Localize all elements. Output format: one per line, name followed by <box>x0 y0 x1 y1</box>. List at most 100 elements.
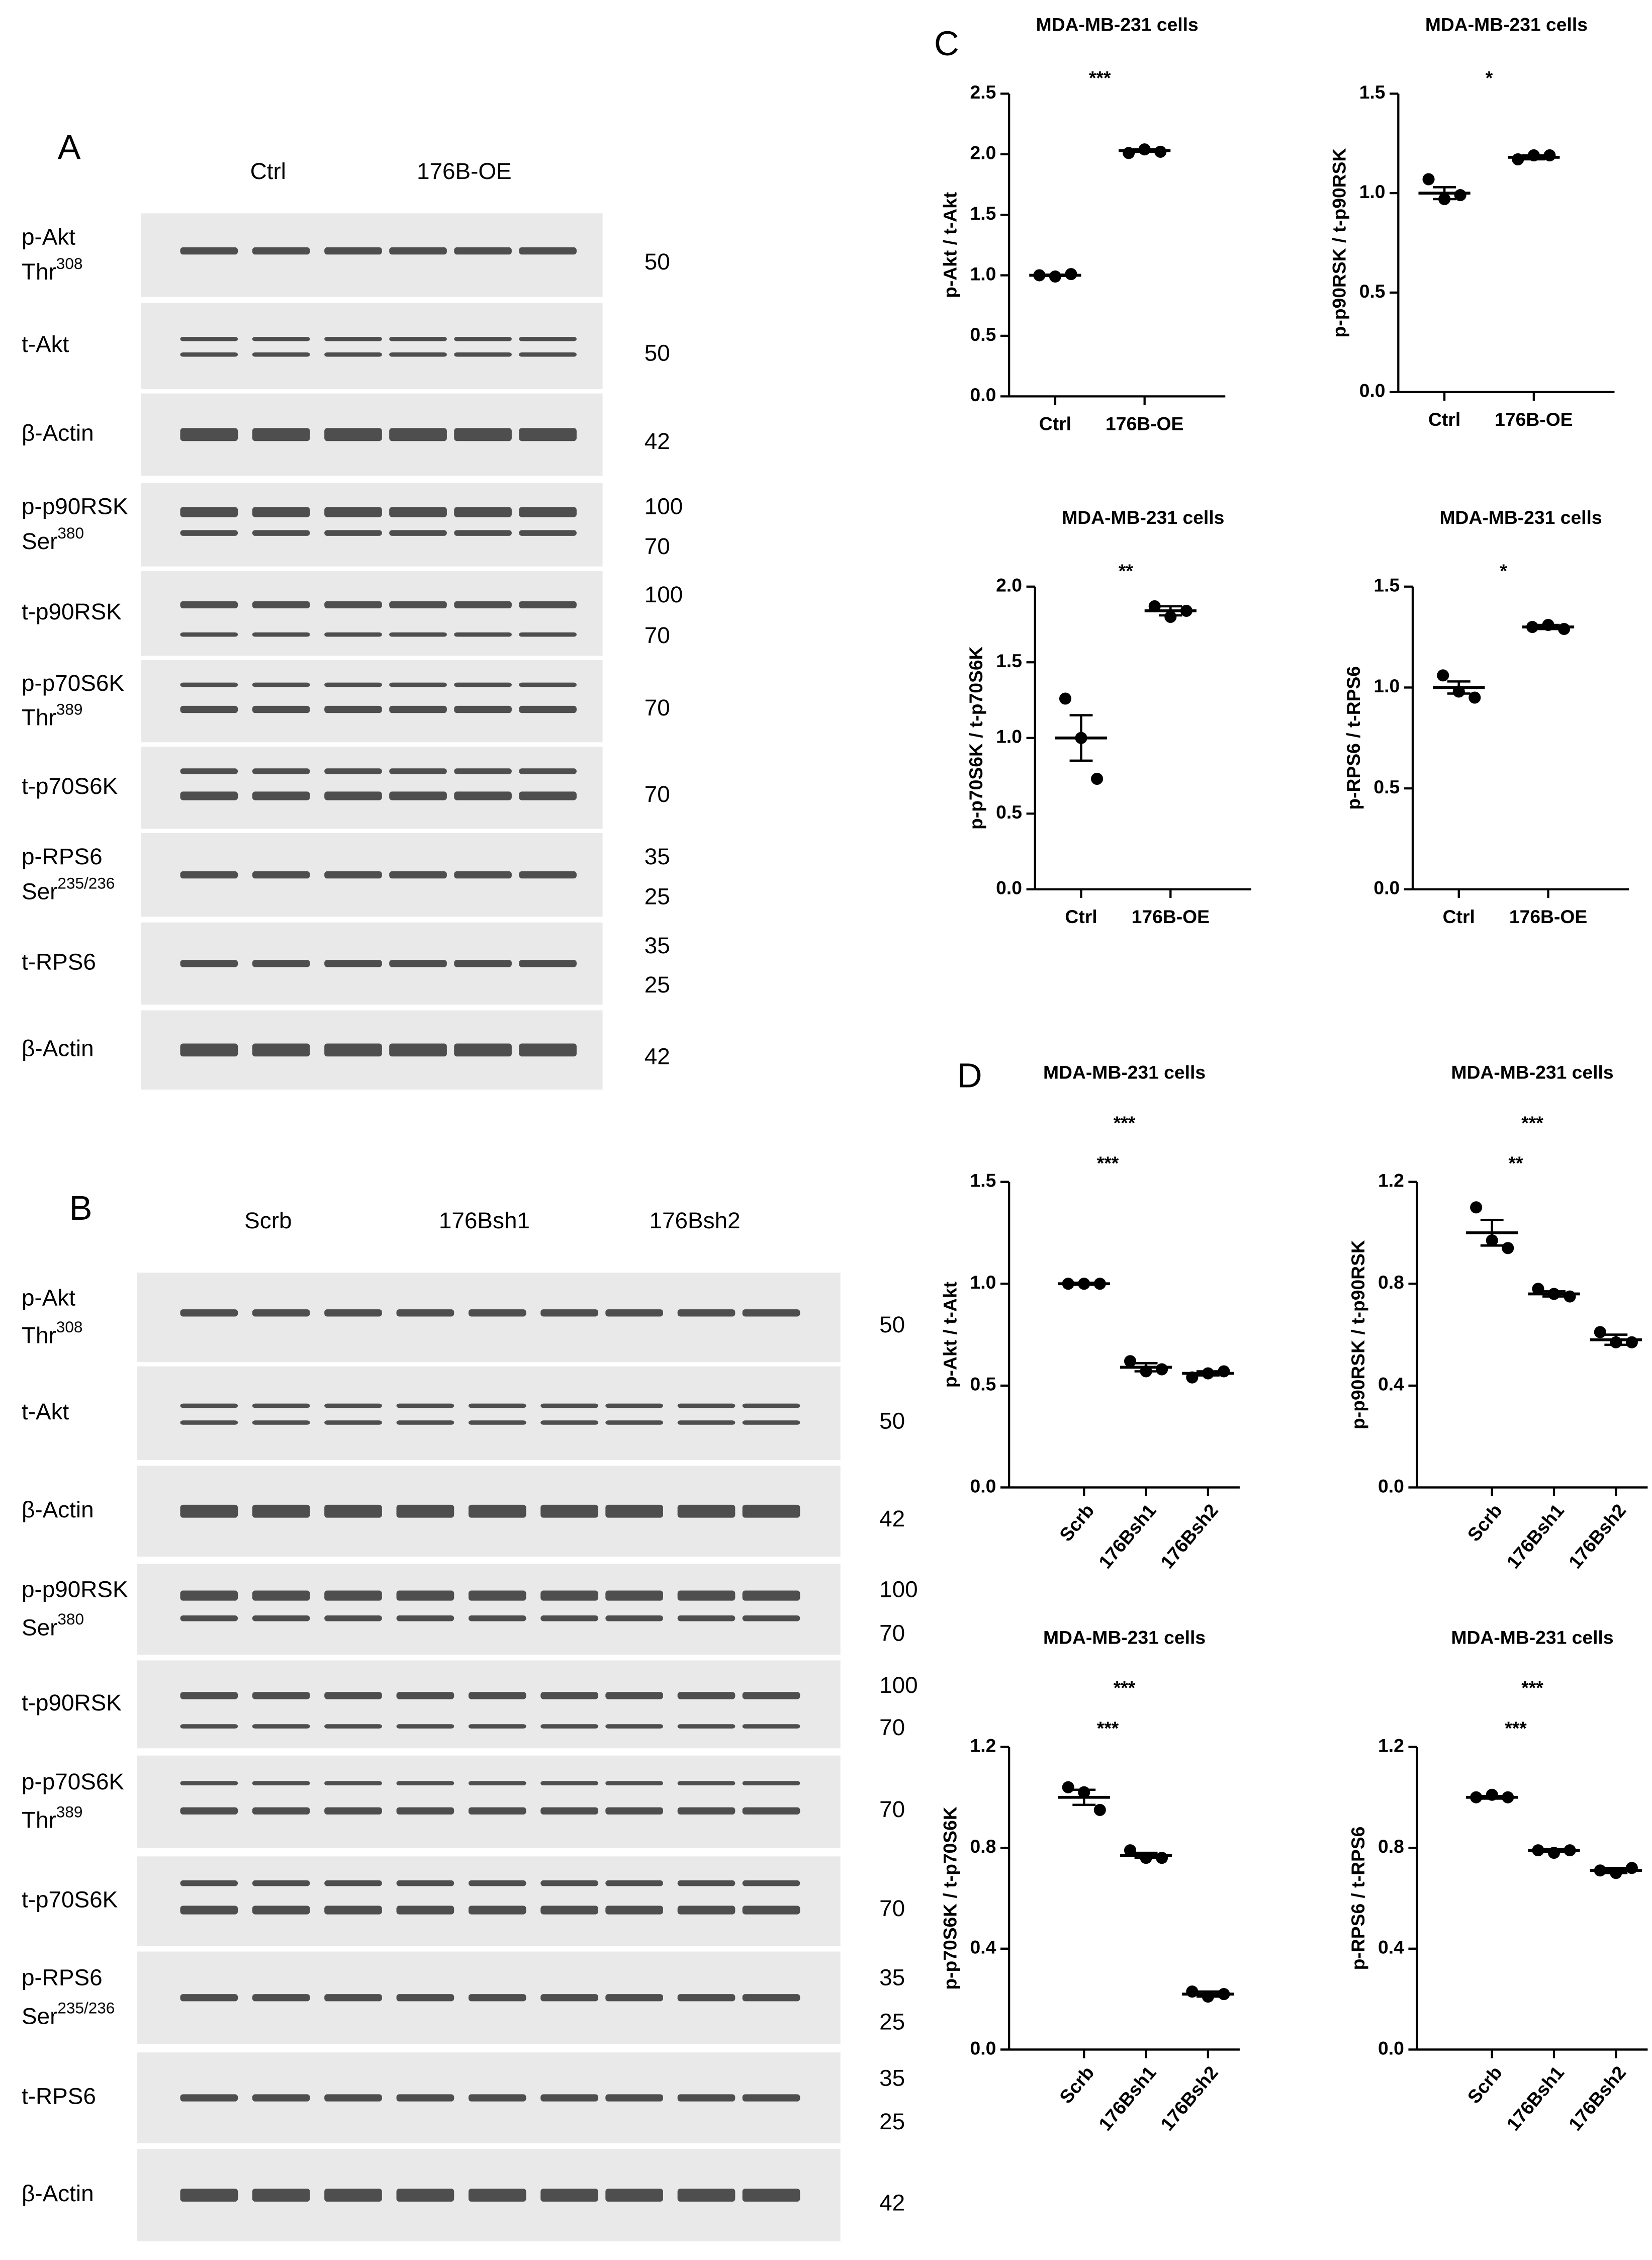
error-bar <box>1447 680 1471 695</box>
mw-label: 25 <box>879 2108 905 2134</box>
site-text: Ser <box>22 528 57 554</box>
significance: ** <box>1119 560 1134 581</box>
mw-label: 100 <box>879 1576 918 1602</box>
error-bar <box>1043 274 1067 278</box>
x-tick-label: Ctrl <box>1065 906 1097 927</box>
band <box>252 1590 310 1601</box>
band <box>252 768 310 774</box>
error-bar <box>1069 714 1093 762</box>
site-text: Thr <box>22 1807 56 1833</box>
band <box>677 1781 736 1785</box>
y-tick-label: 0.4 <box>970 1937 996 1958</box>
error-bar <box>1134 1362 1158 1373</box>
band <box>540 1781 598 1785</box>
y-tick-label: 1.2 <box>1378 1735 1404 1756</box>
band <box>677 1615 736 1621</box>
band <box>468 2094 526 2102</box>
site-sup: 380 <box>57 1610 84 1629</box>
x-tick-label: 176B-OE <box>1495 409 1573 430</box>
band <box>324 2189 382 2202</box>
chart-title: MDA-MB-231 cells <box>1451 1626 1613 1648</box>
band <box>324 871 382 879</box>
data-point <box>1502 1242 1514 1254</box>
band <box>468 1590 526 1601</box>
band <box>324 1781 382 1785</box>
band <box>252 428 310 441</box>
band <box>389 768 447 774</box>
band <box>454 352 512 357</box>
mw-label: 42 <box>645 1043 670 1069</box>
band <box>742 2094 800 2102</box>
site-text: Ser <box>22 878 57 905</box>
site-sup: 308 <box>56 1318 83 1336</box>
band <box>454 336 512 341</box>
error-bar <box>1536 623 1560 630</box>
band <box>324 1420 382 1425</box>
band <box>252 1309 310 1317</box>
data-point <box>1469 691 1481 704</box>
band <box>389 428 447 441</box>
band <box>396 2094 454 2102</box>
band <box>180 791 238 800</box>
band <box>324 1880 382 1886</box>
band <box>324 960 382 967</box>
error-bar <box>1522 154 1545 161</box>
band <box>454 768 512 774</box>
band <box>742 1724 800 1729</box>
band <box>605 2189 663 2202</box>
band <box>742 1615 800 1621</box>
data-point <box>1543 149 1556 162</box>
data-point <box>1437 669 1449 682</box>
mw-label: 25 <box>645 971 670 998</box>
mw-label: 42 <box>879 1505 905 1531</box>
band <box>180 601 238 609</box>
band <box>180 247 238 255</box>
band <box>180 2094 238 2102</box>
data-point <box>1564 1290 1576 1303</box>
y-tick-label: 0.8 <box>1378 1836 1404 1857</box>
band <box>677 1994 736 2002</box>
row-label: t-p70S6K <box>22 773 118 799</box>
band <box>324 428 382 441</box>
panel-letter: D <box>957 1056 982 1095</box>
band <box>252 960 310 967</box>
significance: *** <box>1114 1677 1136 1698</box>
mw-label: 50 <box>645 248 670 275</box>
band <box>389 871 447 879</box>
row-label: t-p90RSK <box>22 1689 122 1715</box>
y-tick-label: 1.0 <box>1359 181 1386 202</box>
band <box>742 1309 800 1317</box>
site-sup: 235/236 <box>57 1999 115 2017</box>
band <box>324 1807 382 1815</box>
band <box>468 1692 526 1699</box>
band <box>252 2094 310 2102</box>
band <box>252 1043 310 1057</box>
band <box>180 1994 238 2002</box>
band <box>454 601 512 609</box>
band <box>396 1420 454 1425</box>
band <box>605 1880 663 1886</box>
band <box>540 1590 598 1601</box>
band <box>252 1807 310 1815</box>
band <box>742 1420 800 1425</box>
data-point <box>1091 772 1104 785</box>
row-label: β-Actin <box>22 1035 94 1061</box>
site-text: Ser <box>22 2003 57 2029</box>
dot-plot: MDA-MB-231 cells * p-p90RSK / t-p90RSK 0.0 0… <box>1328 14 1615 430</box>
band <box>605 1994 663 2002</box>
band <box>396 1692 454 1699</box>
band <box>677 1309 736 1317</box>
y-axis-label: p-Akt / t-Akt <box>939 192 960 298</box>
site-text: Thr <box>22 704 56 731</box>
error-bar <box>1072 1788 1096 1806</box>
band <box>519 247 577 255</box>
site-text: Thr <box>22 258 56 285</box>
band <box>389 791 447 800</box>
band <box>519 336 577 341</box>
mw-label: 42 <box>879 2189 905 2215</box>
band <box>540 2189 598 2202</box>
y-tick-label: 0.5 <box>1359 281 1386 302</box>
y-tick-label: 0.0 <box>1378 1475 1404 1496</box>
blot-strip <box>141 213 603 297</box>
band <box>677 2094 736 2102</box>
